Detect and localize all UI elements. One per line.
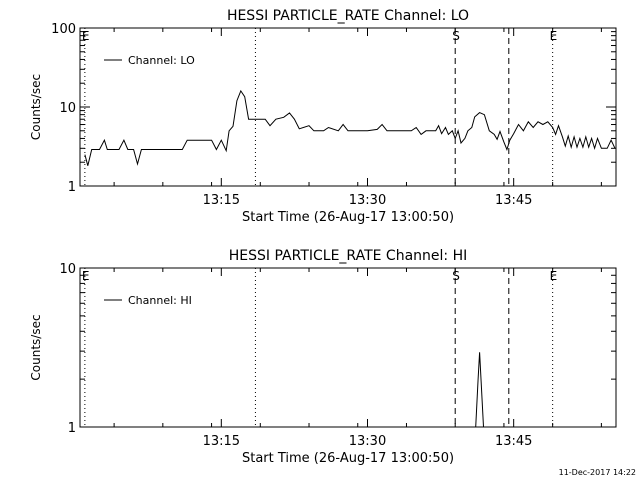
x-tick-label: 13:15 xyxy=(203,193,240,208)
plot-frame xyxy=(79,267,617,428)
y-tick-label: 1 xyxy=(68,180,76,195)
x-axis-label: Start Time (26-Aug-17 13:00:50) xyxy=(242,210,454,225)
x-tick-label: 13:30 xyxy=(349,193,386,208)
x-tick-label: 13:45 xyxy=(495,434,532,449)
event-marker-label: S xyxy=(452,29,460,43)
y-axis-label: Counts/sec xyxy=(29,314,43,380)
legend-label: Channel: LO xyxy=(128,54,195,67)
event-marker-label: S xyxy=(452,269,460,283)
event-marker-label: E xyxy=(82,29,90,43)
plot-frame xyxy=(79,27,617,187)
series-line xyxy=(84,89,616,166)
series-line xyxy=(475,352,485,427)
x-axis-label: Start Time (26-Aug-17 13:00:50) xyxy=(242,451,454,466)
chart-title: HESSI PARTICLE_RATE Channel: LO xyxy=(227,8,469,24)
y-tick-label: 1 xyxy=(68,421,76,436)
event-marker-label: E xyxy=(550,29,558,43)
y-tick-label: 10 xyxy=(59,101,76,116)
event-marker-label: E xyxy=(550,269,558,283)
hi-channel-panel: HESSI PARTICLE_RATE Channel: HI Start Tim… xyxy=(29,248,617,466)
y-tick-label: 10 xyxy=(59,262,76,277)
lo-channel-panel: HESSI PARTICLE_RATE Channel: LO Start Tim… xyxy=(29,8,617,225)
footer-timestamp: 11-Dec-2017 14:22 xyxy=(559,468,636,477)
y-axis-label: Counts/sec xyxy=(29,74,43,140)
x-tick-label: 13:15 xyxy=(203,434,240,449)
y-tick-label: 100 xyxy=(51,22,76,37)
legend-label: Channel: HI xyxy=(128,294,192,307)
x-tick-label: 13:45 xyxy=(495,193,532,208)
chart-title: HESSI PARTICLE_RATE Channel: HI xyxy=(229,248,467,264)
x-tick-label: 13:30 xyxy=(349,434,386,449)
event-marker-label: E xyxy=(82,269,90,283)
